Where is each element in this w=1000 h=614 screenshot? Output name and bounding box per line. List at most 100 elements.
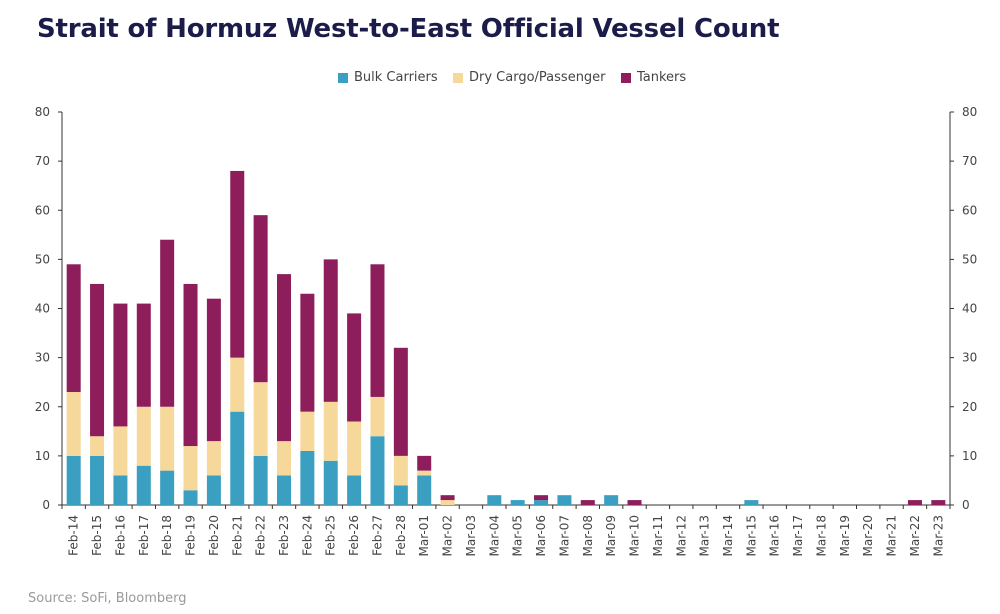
x-tick-label: Mar-02 (441, 515, 455, 556)
bar-dry (253, 382, 268, 456)
bar-bulk (136, 465, 151, 505)
y-tick-label-left: 30 (35, 351, 50, 365)
bar-dry (440, 500, 455, 505)
bar-tankers (253, 215, 268, 383)
bar-tankers (277, 274, 291, 442)
bar-tankers (347, 313, 362, 422)
bar-dry (113, 426, 128, 476)
y-tick-label-right: 70 (962, 154, 977, 168)
legend-swatch-dry (453, 72, 463, 83)
x-tick-label: Mar-20 (861, 515, 875, 556)
bar-tankers (66, 264, 81, 393)
x-tick-label: Mar-10 (628, 515, 642, 556)
bar-bulk (160, 470, 175, 505)
y-tick-label-right: 20 (962, 400, 977, 414)
x-tick-label: Feb-25 (324, 515, 338, 556)
x-tick-label: Feb-19 (184, 515, 198, 556)
bar-dry (277, 441, 291, 476)
chart-title: Strait of Hormuz West-to-East Official V… (37, 14, 780, 44)
bar-bulk (370, 436, 385, 505)
x-tick-label: Feb-15 (90, 515, 104, 556)
bar-tankers (440, 495, 455, 501)
y-tick-label-right: 60 (962, 203, 977, 217)
x-tick-label: Mar-14 (721, 515, 735, 556)
bar-bulk (66, 455, 81, 505)
x-tick-label: Mar-08 (581, 515, 595, 556)
bar-dry (230, 357, 245, 412)
bar-dry (323, 401, 338, 461)
bar-tankers (230, 170, 245, 358)
bar-tankers (393, 347, 408, 456)
bar-tankers (370, 264, 385, 397)
bar-tankers (907, 500, 922, 505)
bar-tankers (300, 293, 315, 412)
bar-bulk (323, 460, 338, 505)
source-note: Source: SoFi, Bloomberg (28, 591, 187, 606)
bar-tankers (206, 298, 221, 442)
bar-bulk (744, 500, 759, 505)
legend-swatch-tankers (621, 72, 631, 83)
x-tick-label: Feb-21 (230, 515, 244, 556)
x-tick-label: Mar-04 (487, 515, 501, 556)
bar-dry (417, 470, 432, 476)
legend-label-tankers: Tankers (637, 70, 687, 85)
x-tick-label: Feb-24 (300, 515, 314, 556)
bar-bulk (300, 450, 315, 505)
bar-bulk (417, 475, 432, 505)
y-tick-label-left: 20 (35, 400, 50, 414)
bar-dry (370, 396, 385, 437)
bar-bulk (183, 490, 198, 505)
bar-dry (90, 436, 105, 456)
x-tick-label: Mar-21 (885, 515, 899, 556)
legend-swatch-bulk (338, 72, 348, 83)
chart-legend: Bulk Carriers Dry Cargo/Passenger Tanker… (0, 70, 1000, 90)
x-tick-label: Mar-01 (417, 515, 431, 556)
x-tick-label: Mar-11 (651, 515, 665, 556)
x-tick-label: Feb-23 (277, 515, 291, 556)
bar-tankers (627, 500, 642, 505)
legend-label-dry: Dry Cargo/Passenger (469, 70, 606, 85)
legend-item-bulk-carriers: Bulk Carriers (338, 70, 438, 85)
x-tick-label: Mar-18 (814, 515, 828, 556)
bar-tankers (90, 283, 105, 437)
bar-dry (160, 406, 175, 471)
bar-bulk (347, 475, 362, 505)
bar-tankers (160, 239, 175, 407)
bar-bulk (604, 495, 619, 505)
bar-tankers (580, 500, 595, 505)
bar-bulk (90, 455, 105, 505)
bar-tankers (136, 303, 151, 407)
x-tick-label: Mar-06 (534, 515, 548, 556)
x-tick-label: Mar-19 (838, 515, 852, 556)
y-tick-label-right: 40 (962, 302, 977, 316)
bar-dry (66, 392, 81, 456)
y-tick-label-left: 50 (35, 252, 50, 266)
bar-dry (393, 455, 408, 486)
x-tick-label: Feb-18 (160, 515, 174, 556)
y-tick-label-left: 60 (35, 203, 50, 217)
x-tick-label: Mar-09 (604, 515, 618, 556)
bar-bulk (534, 500, 549, 505)
y-tick-label-right: 80 (962, 105, 977, 119)
bar-bulk (113, 475, 128, 505)
y-tick-label-left: 40 (35, 302, 50, 316)
bar-bulk (206, 475, 221, 505)
x-tick-label: Feb-26 (347, 515, 361, 556)
y-tick-label-right: 0 (962, 498, 970, 512)
legend-item-tankers: Tankers (621, 70, 686, 85)
bar-bulk (277, 475, 291, 505)
x-tick-label: Mar-05 (511, 515, 525, 556)
bar-bulk (510, 500, 525, 505)
x-tick-label: Mar-15 (744, 515, 758, 556)
bar-dry (136, 406, 151, 466)
bar-tankers (931, 500, 946, 505)
x-tick-label: Feb-27 (370, 515, 384, 556)
x-tick-label: Feb-14 (67, 515, 81, 556)
x-tick-label: Feb-20 (207, 515, 221, 556)
x-tick-label: Mar-16 (768, 515, 782, 556)
y-tick-label-left: 0 (42, 498, 50, 512)
bar-tankers (417, 455, 432, 471)
bar-bulk (253, 455, 268, 505)
bar-bulk (393, 485, 408, 505)
y-tick-label-left: 10 (35, 449, 50, 463)
